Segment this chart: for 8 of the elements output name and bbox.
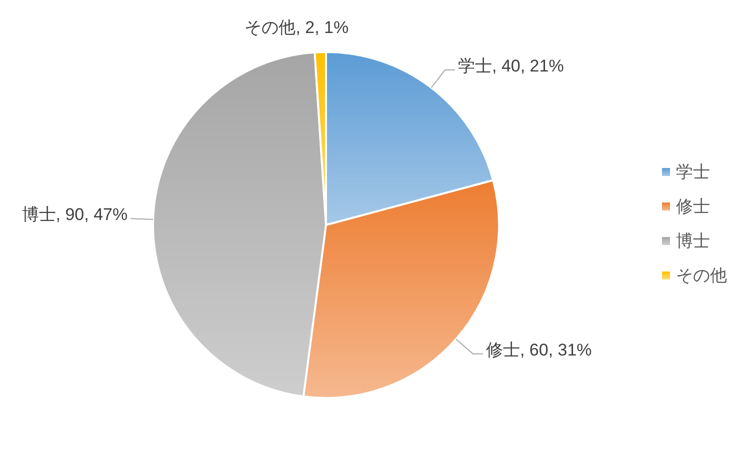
legend-label: 博士 — [676, 232, 710, 250]
data-label: 博士, 90, 47% — [22, 205, 128, 224]
data-label: その他, 2, 1% — [244, 18, 349, 37]
legend-label: その他 — [676, 266, 727, 285]
legend-label: 修士 — [676, 197, 710, 216]
data-label: 修士, 60, 31% — [486, 340, 592, 360]
legend-label: 学士 — [676, 162, 710, 182]
data-label: 学士, 40, 21% — [458, 56, 564, 76]
